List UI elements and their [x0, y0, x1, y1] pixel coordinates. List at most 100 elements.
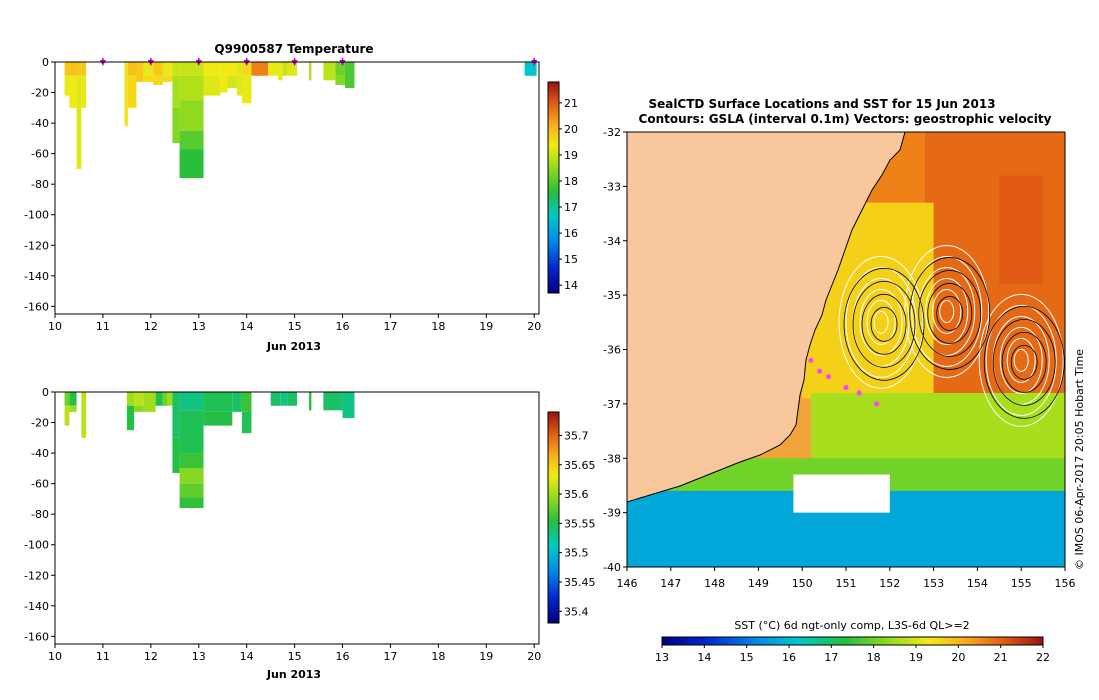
temperature-cell [64, 62, 70, 76]
temperature-x-tick-label: 11 [96, 320, 110, 333]
temperature-cell [227, 75, 238, 88]
map-title: SealCTD Surface Locations and SST for 15… [648, 97, 995, 111]
temperature-cell [287, 62, 297, 76]
salinity-cell [134, 392, 144, 406]
temperature-cell [251, 62, 269, 76]
seal-location [825, 374, 831, 380]
salinity-colorbar-tick-label: 35.4 [564, 605, 589, 618]
salinity-y-tick-label: -140 [24, 600, 49, 613]
temperature-cell [81, 62, 87, 76]
sst-map-panel: SealCTD Surface Locations and SST for 15… [603, 97, 1086, 664]
temperature-plot-frame [54, 61, 540, 315]
gsla-contour [859, 288, 903, 356]
salinity-y-tick-label: -80 [31, 508, 49, 521]
temperature-y-tick-label: -120 [24, 239, 49, 252]
salinity-cell [126, 392, 135, 406]
temperature-cell [162, 75, 173, 82]
salinity-cell [143, 392, 156, 412]
map-x-tick-label: 149 [748, 577, 769, 590]
sst-colorbar-tick-label: 13 [655, 651, 669, 664]
temperature-colorbar-tick-label: 19 [564, 149, 578, 162]
temperature-colorbar-tick-label: 16 [564, 227, 578, 240]
sst-colorbar-tick-label: 20 [951, 651, 965, 664]
temperature-cell [76, 75, 82, 169]
gsla-contour [911, 255, 983, 367]
temperature-cell [282, 62, 288, 76]
salinity-cell [287, 392, 297, 406]
gsla-contour [845, 266, 917, 378]
sst-colorbar-tick-label: 15 [740, 651, 754, 664]
map-x-tick-label: 155 [1011, 577, 1032, 590]
gsla-contour [925, 277, 969, 345]
salinity-panel: 10 11 12 13 14 15 16 17 18 19 20 0 -20 -40 -60 -80 -100 -… [24, 386, 595, 681]
sst-colorbar [661, 636, 1044, 646]
temperature-cell [64, 75, 70, 96]
sst-colorbar-tick-label: 16 [782, 651, 796, 664]
map-y-tick-label: -35 [603, 289, 621, 302]
salinity-x-tick-label: 10 [48, 650, 62, 663]
temperature-y-tick-label: -160 [24, 300, 49, 313]
velocity-vector [918, 270, 982, 357]
salinity-cell [69, 405, 77, 412]
salinity-y-tick-label: 0 [42, 386, 49, 399]
seal-location [874, 401, 880, 407]
salinity-cell [179, 497, 204, 509]
temperature-cell [69, 62, 77, 76]
map-x-tick-label: 154 [967, 577, 988, 590]
temperature-cell [203, 75, 221, 96]
salinity-cell [241, 392, 252, 412]
map-credit: © IMOS 06-Apr-2017 20:05 Hobart Time [1073, 349, 1086, 570]
temperature-x-axis-label: Jun 2013 [266, 340, 321, 353]
temperature-x-tick-label: 13 [192, 320, 206, 333]
temperature-x-tick-label: 12 [144, 320, 158, 333]
map-x-tick-label: 151 [836, 577, 857, 590]
salinity-colorbar-tick-label: 35.55 [564, 517, 596, 530]
map-y-tick-label: -39 [603, 507, 621, 520]
salinity-cell [69, 392, 77, 406]
salinity-cell [280, 392, 288, 406]
sst-colorbar-tick-label: 14 [697, 651, 711, 664]
temperature-cell [335, 62, 345, 76]
temperature-cell [220, 62, 228, 93]
temperature-cell [179, 130, 204, 150]
velocity-vector [870, 306, 898, 342]
map-x-tick-label: 147 [660, 577, 681, 590]
salinity-y-tick-label: -160 [24, 630, 49, 643]
map-y-tick-label: -40 [603, 561, 621, 574]
temperature-panel-title: Q9900587 Temperature [214, 42, 373, 56]
map-y-tick-label: -34 [603, 235, 621, 248]
salinity-y-tick-label: -40 [31, 447, 49, 460]
map-x-tick-label: 156 [1055, 577, 1076, 590]
salinity-cell [270, 392, 281, 406]
salinity-cell [342, 392, 355, 418]
seal-location [856, 390, 862, 396]
salinity-cell [179, 483, 204, 498]
sst-region [999, 175, 1044, 285]
salinity-colorbar-tick-label: 35.45 [564, 576, 596, 589]
temperature-colorbar-tick-label: 15 [564, 253, 578, 266]
temperature-cell [81, 75, 87, 108]
temperature-cell [308, 62, 312, 81]
salinity-y-tick-label: -60 [31, 478, 49, 491]
temperature-y-tick-label: -140 [24, 270, 49, 283]
temperature-cell [241, 62, 252, 76]
salinity-cell [232, 392, 242, 412]
velocity-vector [936, 296, 964, 331]
salinity-cell [64, 392, 70, 406]
temperature-y-tick-label: -40 [31, 117, 49, 130]
profile-marker-arrow [99, 60, 106, 66]
temperature-cell [323, 62, 336, 81]
salinity-cell [179, 453, 204, 469]
salinity-cell [134, 405, 144, 412]
temperature-cell [179, 62, 204, 76]
salinity-x-tick-label: 13 [192, 650, 206, 663]
temperature-y-tick-label: -60 [31, 148, 49, 161]
temperature-cell [136, 62, 144, 82]
temperature-cell [237, 62, 242, 96]
velocity-vector [992, 318, 1056, 406]
gsla-contour [838, 255, 924, 389]
salinity-x-axis-label: Jun 2013 [266, 668, 321, 681]
map-x-tick-label: 150 [792, 577, 813, 590]
temperature-x-tick-label: 20 [527, 320, 541, 333]
